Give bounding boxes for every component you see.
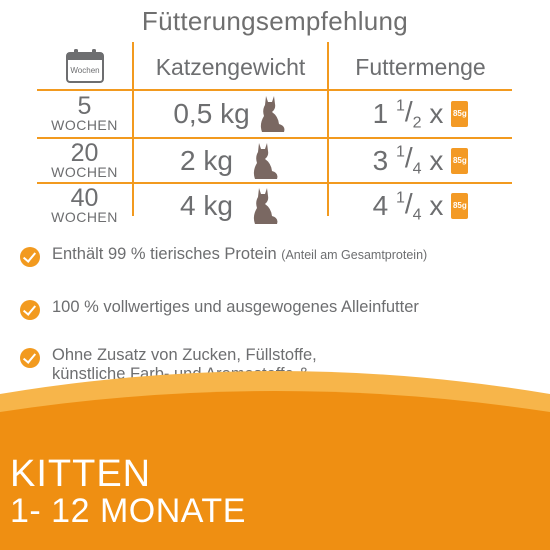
weeks-label: WOCHEN (51, 209, 118, 225)
product-name: KITTEN (10, 453, 152, 495)
amount-cell: 1 1/2 x 85g (372, 95, 469, 132)
amount-denominator: 2 (412, 114, 422, 132)
benefit-item: 100 % vollwertiges und ausgewogenes Alle… (20, 298, 419, 320)
amount-cell: 3 1/4 x 85g (372, 142, 469, 178)
check-icon (20, 348, 40, 368)
weight-cell: 4 kg (134, 184, 327, 228)
pouch-icon: 85g (451, 101, 469, 127)
benefit-text: Enthält 99 % tierisches Protein (52, 245, 277, 263)
product-age-range: 1- 12 MONATE (10, 492, 246, 530)
amount-x: x (429, 190, 444, 221)
amount-denominator: 4 (412, 160, 422, 178)
amount-int: 4 (372, 190, 389, 221)
weight-cell: 2 kg (134, 139, 327, 182)
pouch-label: 85g (452, 201, 467, 210)
row-divider (37, 182, 512, 184)
amount-header: Futtermenge (355, 54, 486, 80)
benefit-note: (Anteil am Gesamtprotein) (281, 248, 428, 262)
amount-int: 3 (372, 144, 389, 176)
weeks-number: 20 (70, 138, 99, 167)
orange-band (0, 371, 550, 550)
weight-value: 4 kg (180, 190, 233, 221)
amount-cell: 4 1/4 x 85g (372, 187, 469, 224)
pouch-icon: 85g (451, 193, 469, 219)
check-icon (20, 247, 40, 267)
amount-numerator: 1 (395, 189, 405, 207)
weight-value: 0,5 kg (173, 98, 250, 129)
pouch-icon: 85g (451, 147, 469, 174)
feeding-table: Wochen Katzengewicht Futtermenge 5 WOCHE… (37, 42, 512, 225)
amount-denominator: 4 (412, 206, 422, 224)
cat-icon (260, 96, 285, 132)
weeks-label: WOCHEN (51, 163, 118, 180)
amount-int: 1 (372, 98, 389, 129)
benefit-item: Enthält 99 % tierisches Protein (Anteil … (20, 245, 427, 267)
amount-x: x (429, 144, 444, 176)
weeks-cell: 40 WOCHEN (37, 184, 132, 228)
benefit-text: 100 % vollwertiges und ausgewogenes Alle… (52, 298, 419, 316)
column-divider (327, 42, 329, 216)
weeks-cell: 5 WOCHEN (37, 91, 132, 137)
calendar-cell: Wochen (37, 42, 132, 89)
weeks-label: WOCHEN (51, 117, 118, 133)
pouch-label: 85g (452, 155, 467, 165)
row-divider (37, 89, 512, 91)
pouch-label: 85g (452, 109, 467, 118)
amount-numerator: 1 (395, 97, 405, 115)
check-icon (20, 300, 40, 320)
cat-icon (253, 188, 278, 224)
amount-numerator: 1 (395, 143, 405, 161)
weight-header: Katzengewicht (155, 54, 306, 80)
calendar-icon: Wochen (65, 48, 104, 83)
weight-cell: 0,5 kg (134, 91, 327, 137)
weeks-number: 5 (77, 92, 92, 120)
calendar-label: Wochen (70, 66, 99, 75)
amount-x: x (429, 98, 444, 129)
weight-value: 2 kg (180, 144, 233, 176)
weeks-number: 40 (70, 184, 99, 212)
weeks-cell: 20 WOCHEN (37, 139, 132, 182)
page-title: Fütterungsempfehlung (141, 6, 409, 36)
row-divider (37, 137, 512, 139)
cat-icon (253, 142, 278, 179)
column-divider (132, 42, 134, 216)
